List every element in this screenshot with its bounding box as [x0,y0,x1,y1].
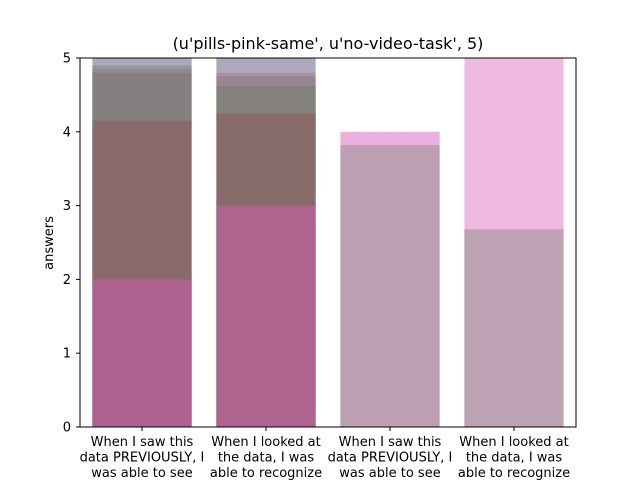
axes-frame [79,57,577,428]
chart-title: (u'pills-pink-same', u'no-video-task', 5… [173,34,484,53]
bar-3-1 [464,229,564,427]
y-tick-label: 1 [63,347,71,362]
y-axis: 0 1 2 3 4 5 [63,52,80,436]
bar-1-5 [216,205,316,427]
bars-group [92,58,564,428]
y-tick-label: 4 [63,125,71,140]
y-axis-label: answers [42,216,57,270]
bar-2-1 [340,145,440,427]
y-tick-label: 2 [63,273,71,288]
x-tick-label: When I looked at the data, I was able to r… [210,435,322,480]
y-tick-label: 0 [63,421,71,436]
plot-frame [79,57,577,428]
y-tick-label: 5 [63,52,71,67]
x-tick-label: When I looked at the data, I was able to r… [458,435,570,480]
bar-0-5 [92,279,192,427]
y-tick-label: 3 [63,199,71,214]
